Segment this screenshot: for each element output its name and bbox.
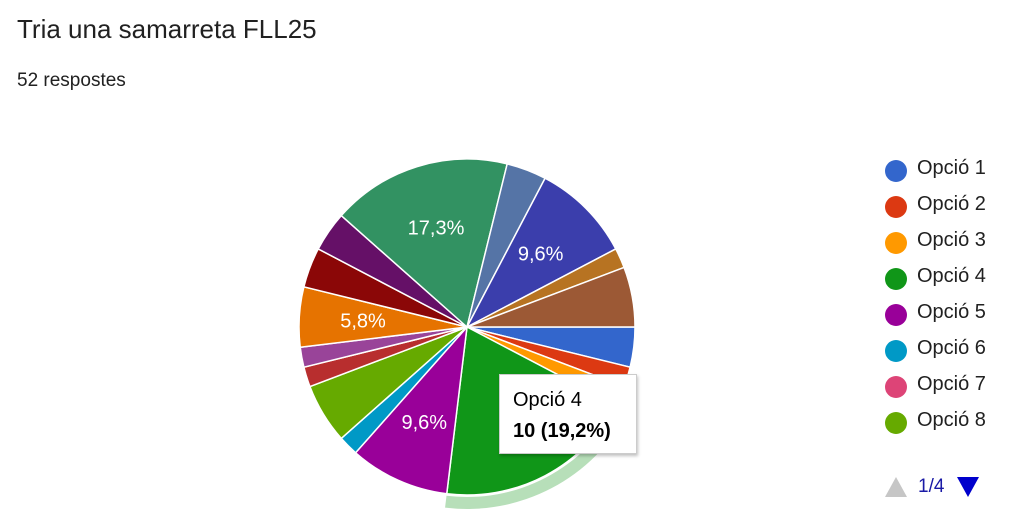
response-count: 52 respostes — [17, 70, 126, 91]
slice-percentage-label: 17,3% — [408, 218, 465, 240]
legend-swatch — [885, 196, 907, 218]
legend-label: Opció 5 — [917, 301, 986, 323]
slice-tooltip: Opció 4 10 (19,2%) — [499, 374, 637, 454]
slice-percentage-label: 9,6% — [518, 243, 564, 265]
pie-slice-highlight — [445, 406, 629, 509]
pager-page-indicator: 1/4 — [918, 476, 945, 497]
legend-swatch — [885, 160, 907, 182]
tooltip-label: Opció 4 — [513, 389, 582, 411]
legend-pager: 1/4 — [885, 474, 985, 500]
legend-item[interactable]: Opció 6 — [885, 335, 1025, 371]
legend-item[interactable]: Opció 4 — [885, 263, 1025, 299]
legend-label: Opció 1 — [917, 157, 986, 179]
legend-item[interactable]: Opció 8 — [885, 407, 1025, 443]
legend-label: Opció 6 — [917, 337, 986, 359]
legend-label: Opció 8 — [917, 409, 986, 431]
legend-swatch — [885, 304, 907, 326]
legend-swatch — [885, 340, 907, 362]
legend-item[interactable]: Opció 5 — [885, 299, 1025, 335]
legend-swatch — [885, 376, 907, 398]
legend-item[interactable]: Opció 7 — [885, 371, 1025, 407]
pie-slice[interactable] — [354, 324, 469, 495]
slice-percentage-label: 5,8% — [340, 311, 386, 333]
legend-label: Opció 4 — [917, 265, 986, 287]
pie-slice[interactable] — [465, 177, 617, 329]
pie-slice[interactable] — [466, 266, 636, 328]
legend-item[interactable]: Opció 2 — [885, 191, 1025, 227]
pager-next-icon[interactable] — [957, 477, 979, 497]
legend-swatch — [885, 412, 907, 434]
legend-item[interactable]: Opció 3 — [885, 227, 1025, 263]
legend: Opció 1 Opció 2 Opció 3 Opció 4 Opció 5 … — [885, 155, 1025, 443]
legend-label: Opció 7 — [917, 373, 986, 395]
legend-item[interactable]: Opció 1 — [885, 155, 1025, 191]
pager-prev-icon[interactable] — [885, 477, 907, 497]
legend-swatch — [885, 232, 907, 254]
pie-slice[interactable] — [340, 158, 509, 329]
legend-label: Opció 3 — [917, 229, 986, 251]
tooltip-value: 10 (19,2%) — [513, 420, 611, 442]
legend-swatch — [885, 268, 907, 290]
legend-label: Opció 2 — [917, 193, 986, 215]
slice-percentage-label: 9,6% — [401, 412, 447, 434]
chart-title: Tria una samarreta FLL25 — [17, 14, 317, 44]
